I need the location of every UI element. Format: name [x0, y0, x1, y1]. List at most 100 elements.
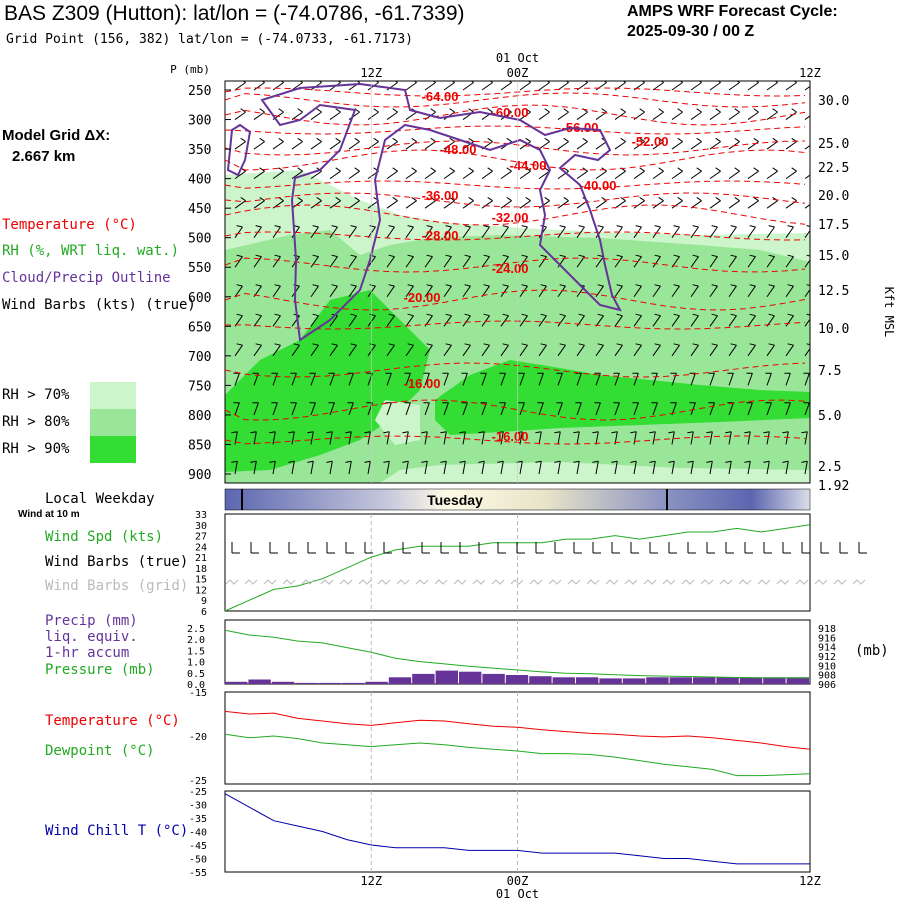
wind-barb: [766, 200, 778, 209]
grid-wind-barb: [719, 579, 733, 585]
wind-barb-feather: [801, 460, 808, 463]
wind-barb: [671, 82, 683, 91]
weekday-label: Tuesday: [427, 492, 483, 508]
wind-barb: [671, 200, 683, 209]
windchill-tick-label: -40: [189, 828, 207, 839]
wind-barb: [500, 226, 509, 238]
pressure-tick-label: 400: [188, 173, 211, 188]
wind-barb: [538, 285, 547, 298]
temperature-contour-label: -20.00: [404, 290, 441, 305]
wind-barb: [785, 431, 789, 445]
wind-barb-feather: [288, 460, 295, 463]
wind-barb-feather: [806, 225, 810, 227]
wind-barb-feather: [597, 284, 604, 287]
wind-barb: [595, 373, 601, 386]
wind-barb-feather: [673, 225, 680, 228]
wind-barb-feather: [426, 284, 433, 287]
wind-barb: [690, 82, 702, 91]
wind-barb-feather: [763, 431, 770, 434]
wind-barb-feather: [635, 343, 642, 346]
wind-barb-feather: [730, 254, 737, 258]
wind-barb-feather: [375, 81, 379, 83]
wind-barb: [671, 111, 683, 120]
wind-barb: [538, 344, 547, 357]
wind-barb: [386, 285, 395, 298]
wind-barb: [329, 315, 338, 327]
temperature-contour: [225, 140, 806, 156]
wind-barb-feather: [354, 137, 360, 143]
pressure-axis-title: P (mb): [170, 63, 210, 76]
grid-wind-barb: [548, 579, 562, 585]
wind-barb-feather: [791, 196, 797, 202]
wind-barb-feather: [673, 313, 680, 317]
wind-barb: [310, 344, 319, 357]
wind-barb: [728, 285, 737, 298]
pressure-tick-label: 916: [818, 633, 836, 644]
wind-barb-feather: [806, 254, 810, 257]
wind-barb: [443, 226, 452, 238]
wind-barb: [747, 431, 751, 445]
wind-barb-feather: [521, 284, 528, 287]
wind-barb: [747, 373, 753, 386]
wind-barb-feather: [521, 313, 528, 317]
wind-barb: [481, 200, 493, 209]
wind-barb: [633, 461, 637, 475]
wind-barb-feather: [639, 137, 645, 143]
wind-barb: [690, 285, 699, 298]
wind-barb: [690, 461, 694, 475]
wind-barb-feather: [255, 254, 262, 258]
wind-barb-feather: [464, 284, 471, 287]
wind-barb: [538, 256, 547, 268]
wind-barb: [348, 461, 352, 475]
wind-barb: [538, 431, 542, 445]
wind-barb: [500, 461, 504, 475]
temperature-contour: [225, 320, 806, 330]
wind-barb: [386, 344, 395, 357]
precip-tick-label: 1.5: [187, 646, 205, 657]
wind-barb: [709, 431, 713, 445]
wind-barb-feather: [772, 108, 778, 113]
wind-barb-feather: [307, 431, 314, 434]
wind-barb: [329, 111, 341, 120]
wind-barb-feather: [630, 431, 637, 434]
wind-barb: [557, 402, 563, 416]
wind-barb-feather: [578, 225, 585, 228]
wind-barb-feather: [383, 460, 390, 463]
wind-barb: [405, 344, 414, 357]
wind-barb: [633, 344, 642, 357]
temperature-contour: [225, 399, 806, 421]
height-tick-label: 17.5: [818, 218, 849, 233]
precip-tick-label: 1.0: [187, 658, 205, 669]
wind-barb-feather: [715, 167, 721, 172]
wind-barb-feather: [354, 167, 360, 172]
wind-barb: [253, 141, 265, 150]
wind-barb: [557, 315, 566, 327]
wind-barb: [747, 461, 751, 475]
wind-barb: [557, 431, 561, 445]
wind-barb: [386, 373, 392, 386]
wind-barb: [728, 256, 737, 268]
wind-barb: [462, 461, 466, 475]
wind-barb: [348, 402, 354, 416]
precip-bar: [318, 682, 341, 684]
wind-barb: [804, 288, 810, 298]
precip-bar: [342, 682, 365, 684]
wind-barb: [386, 111, 398, 120]
wind-barb: [538, 461, 542, 475]
wind-barb-feather: [774, 81, 778, 83]
wind-barb: [500, 170, 512, 180]
wind-barb-feather: [236, 313, 243, 317]
wind-barb: [500, 285, 509, 298]
accum-label: 1-hr accum: [45, 645, 130, 661]
wind-barb: [595, 315, 604, 327]
wind-barb: [690, 431, 694, 445]
wind-barb-feather: [806, 284, 810, 287]
wind-barb: [367, 256, 376, 268]
wind-barb-feather: [749, 254, 756, 258]
wind-barb-feather: [445, 284, 452, 287]
wind-barb-feather: [706, 431, 713, 434]
wind-barb: [709, 226, 718, 238]
wind-barb-feather: [711, 284, 718, 287]
wind-barb-feather: [611, 460, 618, 463]
